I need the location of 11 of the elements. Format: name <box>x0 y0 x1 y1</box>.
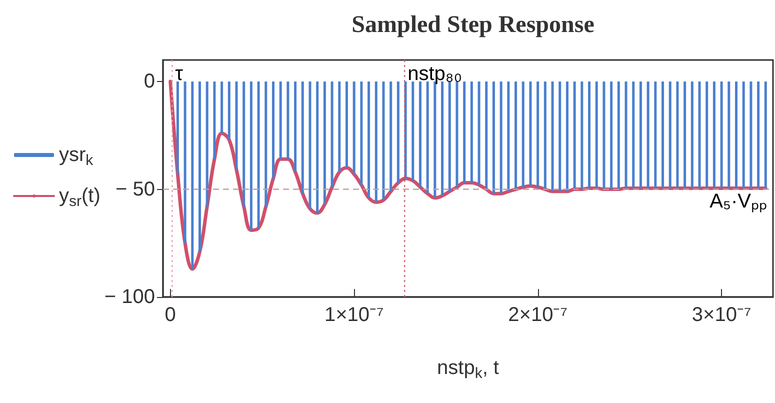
x-tick-label: 2×10⁻⁷ <box>508 304 568 326</box>
chart-title: Sampled Step Response <box>352 12 595 38</box>
x-tick-label: 0 <box>164 304 176 326</box>
x-tick-label: 1×10⁻⁷ <box>324 304 384 326</box>
x-tick-label: 3×10⁻⁷ <box>692 304 752 326</box>
ref-line-label: τ <box>175 63 184 85</box>
ref-line-label: nstp₈₀ <box>408 63 462 85</box>
ref-line-label: A₅·Vₚₚ <box>710 190 767 212</box>
y-tick-label: − 50 <box>116 178 155 200</box>
y-tick-label: 0 <box>144 70 155 93</box>
y-tick-label: − 100 <box>104 286 155 308</box>
